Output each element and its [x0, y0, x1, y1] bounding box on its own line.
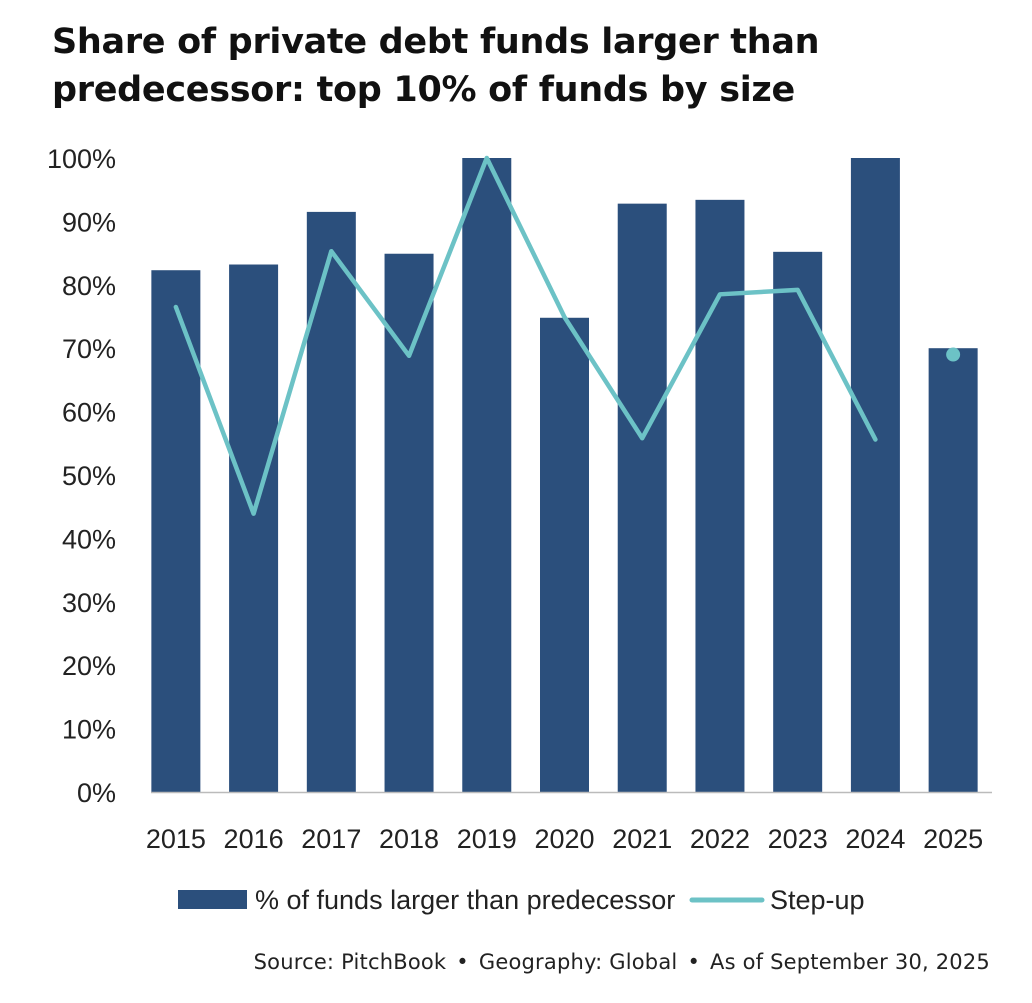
- y-tick-label: 40%: [62, 524, 116, 554]
- x-tick-label: 2017: [301, 824, 361, 854]
- y-axis-ticks: 0% 10% 20% 30% 40% 50% 60% 70% 80% 90% 100%: [47, 144, 116, 808]
- x-tick-label: 2024: [845, 824, 905, 854]
- x-axis-ticks: 2015 2016 2017 2018 2019 2020 2021 2022 2023 2024…: [146, 824, 983, 854]
- bar-2017: [307, 212, 356, 792]
- y-tick-label: 50%: [62, 461, 116, 491]
- legend-bar-label: % of funds larger than predecessor: [255, 885, 675, 915]
- bar-2019: [462, 158, 511, 792]
- source-text: Source: PitchBook: [254, 950, 447, 974]
- as-of-text: As of September 30, 2025: [710, 950, 990, 974]
- x-tick-label: 2018: [379, 824, 439, 854]
- bar-2025: [929, 348, 978, 792]
- y-tick-label: 80%: [62, 271, 116, 301]
- y-tick-label: 10%: [62, 715, 116, 745]
- y-tick-label: 60%: [62, 398, 116, 428]
- x-tick-label: 2016: [224, 824, 284, 854]
- bar-2016: [229, 265, 278, 792]
- source-note: Source: PitchBook • Geography: Global • As o…: [254, 950, 990, 974]
- bar-2022: [695, 200, 744, 792]
- x-tick-label: 2022: [690, 824, 750, 854]
- y-tick-label: 70%: [62, 334, 116, 364]
- x-tick-label: 2023: [768, 824, 828, 854]
- x-tick-label: 2021: [612, 824, 672, 854]
- source-separator-1: •: [456, 950, 469, 974]
- y-tick-label: 30%: [62, 588, 116, 618]
- source-separator-2: •: [687, 950, 700, 974]
- x-tick-label: 2019: [457, 824, 517, 854]
- x-tick-label: 2020: [534, 824, 594, 854]
- bar-2024: [851, 158, 900, 792]
- y-tick-label: 0%: [77, 778, 116, 808]
- x-tick-label: 2025: [923, 824, 983, 854]
- geography-text: Geography: Global: [479, 950, 678, 974]
- legend: % of funds larger than predecessor Step-…: [178, 885, 865, 915]
- y-tick-label: 20%: [62, 651, 116, 681]
- bar-2023: [773, 252, 822, 792]
- bar-series: [151, 158, 977, 792]
- step-up-point-2025: [946, 348, 960, 362]
- y-tick-label: 100%: [47, 144, 116, 174]
- y-tick-label: 90%: [62, 207, 116, 237]
- legend-line-label: Step-up: [770, 885, 865, 915]
- bar-2020: [540, 318, 589, 792]
- bar-2021: [618, 204, 667, 792]
- x-tick-label: 2015: [146, 824, 206, 854]
- step-up-line: [176, 158, 876, 514]
- legend-bar-swatch: [178, 890, 247, 909]
